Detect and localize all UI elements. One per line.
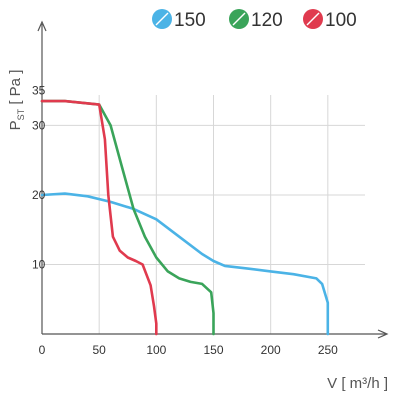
x-tick-label-50: 50	[92, 343, 106, 357]
y-axis-label-subscript: ST	[16, 108, 26, 120]
y-axis-label-unit: [ Pa ]	[7, 70, 24, 109]
legend-label-100: 100	[325, 10, 357, 31]
diameter-icon	[232, 12, 246, 26]
series-line-120	[40, 99, 215, 336]
legend-item-120: 120	[229, 9, 283, 31]
diameter-icon	[155, 12, 169, 26]
series-line-150	[40, 192, 330, 336]
y-tick-label-30: 30	[32, 118, 46, 132]
y-axis-arrow	[37, 20, 47, 32]
diameter-icon	[306, 12, 320, 26]
legend-item-100: 100	[303, 9, 357, 31]
legend-item-150: 150	[152, 9, 206, 31]
x-axis-arrow	[377, 329, 389, 339]
grid	[42, 95, 365, 334]
x-tick-label-100: 100	[146, 343, 166, 357]
x-tick-label-0: 0	[39, 343, 46, 357]
y-axis-label-main: P	[7, 120, 24, 130]
legend-label-150: 150	[174, 10, 206, 31]
y-axis-label: PST [ Pa ]	[7, 70, 26, 131]
y-tick-label-20: 20	[32, 188, 46, 202]
x-tick-label-200: 200	[261, 343, 281, 357]
y-tick-label-10: 10	[32, 257, 46, 271]
axes	[37, 20, 389, 339]
series-line-100	[40, 99, 158, 336]
y-tick-label-35: 35	[32, 84, 46, 98]
x-axis-label: V [ m³/h ]	[327, 375, 388, 392]
tick-labels: 0 50 100 150 200 250 10 20 30 35	[32, 84, 338, 357]
legend: 150 120 100	[152, 9, 357, 31]
series-lines	[40, 99, 330, 336]
x-tick-label-250: 250	[318, 343, 338, 357]
legend-label-120: 120	[251, 10, 283, 31]
x-tick-label-150: 150	[203, 343, 223, 357]
